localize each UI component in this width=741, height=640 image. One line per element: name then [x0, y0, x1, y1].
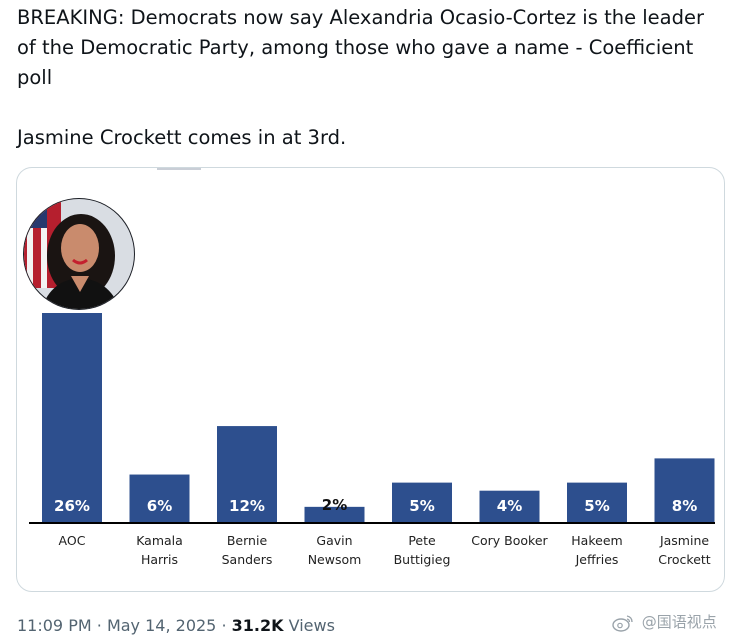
- bar-value-label: 5%: [409, 497, 434, 515]
- category-label: AOC: [59, 533, 86, 548]
- bar-value-label: 6%: [147, 497, 172, 515]
- cropped-title-remnant: [157, 168, 201, 170]
- tweet-date-link[interactable]: May 14, 2025: [106, 616, 217, 635]
- watermark-text: @国语视点: [641, 613, 717, 631]
- bar-value-label: 26%: [54, 497, 90, 515]
- category-label: Pete: [408, 533, 436, 548]
- views-count[interactable]: 31.2K: [231, 616, 284, 635]
- bar-1: [129, 474, 190, 523]
- category-label: Bernie: [227, 533, 268, 548]
- meta-separator: ·: [221, 616, 227, 635]
- bar-value-label: 2%: [322, 496, 347, 514]
- tweet-text: BREAKING: Democrats now say Alexandria O…: [17, 3, 727, 153]
- category-label: Harris: [141, 552, 178, 567]
- bar-value-label: 12%: [229, 497, 265, 515]
- bar-6: [567, 482, 627, 523]
- category-label: Jasmine: [659, 533, 709, 548]
- meta-separator: ·: [96, 616, 102, 635]
- bar-value-label: 5%: [584, 497, 609, 515]
- tweet-meta: 11:09 PM · May 14, 2025 · 31.2K Views: [17, 616, 335, 640]
- weibo-logo-icon: [612, 614, 633, 632]
- bar-0: [42, 313, 102, 523]
- bar-value-label: 4%: [497, 497, 522, 515]
- bar-2: [217, 426, 277, 523]
- bar-5: [479, 490, 540, 523]
- category-label: Hakeem: [571, 533, 622, 548]
- category-label: Cory Booker: [471, 533, 548, 548]
- tweet-text-line-1: BREAKING: Democrats now say Alexandria O…: [17, 6, 705, 89]
- bar-7: [654, 458, 715, 523]
- bar-value-label: 8%: [672, 497, 697, 515]
- category-label: Crockett: [658, 552, 710, 567]
- bar-4: [392, 482, 452, 523]
- category-label: Newsom: [308, 552, 362, 567]
- category-label: Buttigieg: [394, 552, 451, 567]
- category-label: Sanders: [222, 552, 273, 567]
- watermark: @国语视点: [612, 611, 717, 633]
- views-label: Views: [288, 616, 335, 635]
- bar-3: [304, 506, 365, 523]
- aoc-portrait-icon: [23, 198, 135, 310]
- category-label: Kamala: [136, 533, 183, 548]
- tweet-time-link[interactable]: 11:09 PM: [17, 616, 92, 635]
- poll-bar-chart: 26% AOC 6% Kamala Harris 12% Bernie Sanders 2% Ga…: [23, 168, 715, 567]
- tweet-text-line-2: Jasmine Crockett comes in at 3rd.: [17, 126, 347, 149]
- category-label: Jeffries: [575, 552, 619, 567]
- category-label: Gavin: [316, 533, 352, 548]
- tweet-media-card[interactable]: 26% AOC 6% Kamala Harris 12% Bernie Sanders 2% Ga…: [16, 167, 725, 592]
